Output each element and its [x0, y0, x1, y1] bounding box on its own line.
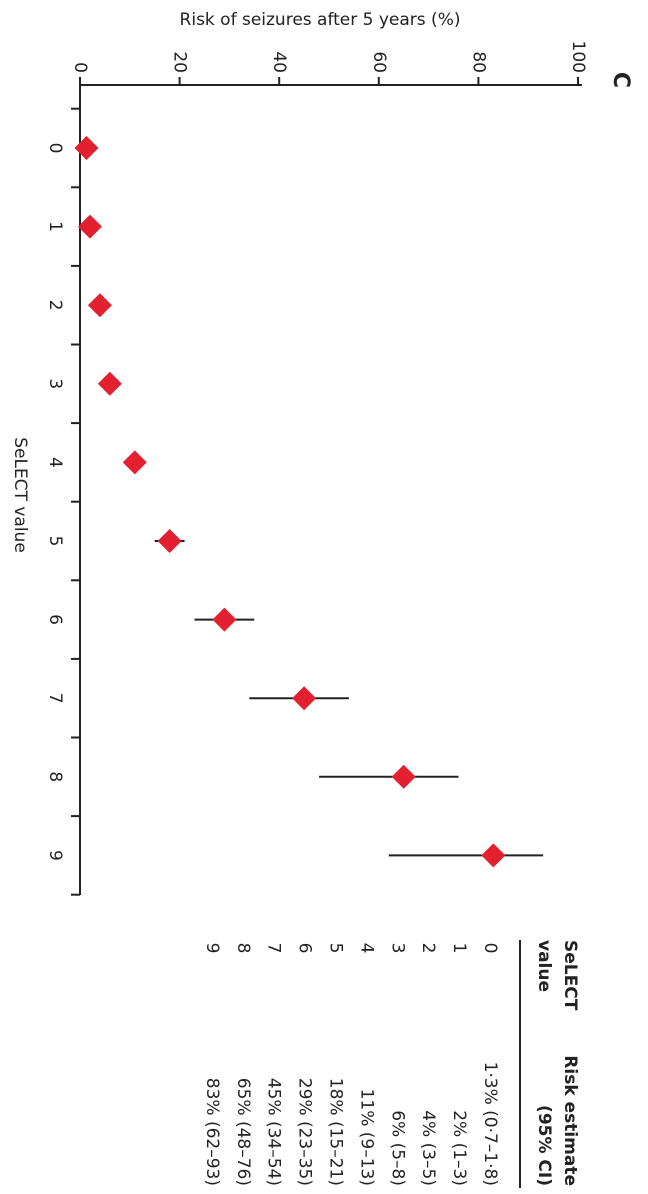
diamond: [481, 843, 506, 868]
x-tick-label: 4: [45, 457, 65, 468]
diamond: [122, 450, 147, 475]
table-value: 11% (9–13): [356, 1089, 376, 1186]
y-tick-label: 40: [269, 51, 289, 73]
table-value: 45% (34–54): [264, 1078, 284, 1186]
x-tick-label: 7: [45, 693, 65, 704]
table-value: 65% (48–76): [233, 1078, 253, 1186]
table-category: 3: [387, 943, 407, 954]
rotated-figure: C Risk of seizures after 5 years (%) SeL…: [10, 10, 633, 1188]
y-tick-label: 0: [70, 62, 90, 73]
diamond: [292, 686, 317, 711]
y-axis-title: Risk of seizures after 5 years (%): [180, 10, 461, 30]
table-category: 7: [264, 943, 284, 954]
y-tick-label: 20: [170, 51, 190, 73]
table-category: 4: [356, 943, 376, 954]
table-category: 5: [326, 943, 346, 954]
x-tick-label: 2: [45, 300, 65, 311]
table-value: 83% (62–93): [202, 1078, 222, 1186]
table-value: 4% (3–5): [418, 1110, 438, 1186]
x-axis-title: SeLECT value: [10, 437, 30, 553]
x-tick-label: 9: [45, 850, 65, 861]
diamond: [87, 293, 112, 318]
x-tick-label: 3: [45, 378, 65, 389]
table-category: 8: [233, 943, 253, 954]
table-header: (95% CI): [534, 1105, 554, 1186]
table-category: 6: [295, 943, 315, 954]
y-tick-label: 60: [369, 51, 389, 73]
table-value: 6% (5–8): [387, 1110, 407, 1186]
table-value: 18% (15–21): [326, 1078, 346, 1186]
diamond: [157, 529, 182, 553]
x-tick-label: 8: [45, 771, 65, 782]
x-tick-label: 0: [45, 143, 65, 154]
table-header: Risk estimate: [560, 1055, 580, 1186]
diamond: [212, 607, 237, 632]
table-header: value: [534, 940, 554, 992]
table-value: 29% (23–35): [295, 1078, 315, 1186]
table-category: 9: [202, 943, 222, 954]
x-tick-label: 6: [45, 614, 65, 625]
x-tick-label: 5: [45, 536, 65, 547]
table-value: 1·3% (0·7–1·8): [480, 1062, 500, 1186]
diamond: [77, 214, 102, 239]
diamond: [97, 371, 122, 396]
table-category: 0: [480, 943, 500, 954]
table-header: SeLECT: [560, 940, 580, 1011]
diamond: [391, 764, 416, 789]
panel-label: C: [608, 72, 633, 88]
x-tick-label: 1: [45, 221, 65, 232]
diamond: [74, 136, 99, 160]
table-category: 1: [449, 943, 469, 954]
table-category: 2: [418, 943, 438, 954]
y-tick-label: 80: [468, 51, 488, 73]
table-value: 2% (1–3): [449, 1110, 469, 1186]
y-tick-label: 100: [568, 41, 588, 73]
